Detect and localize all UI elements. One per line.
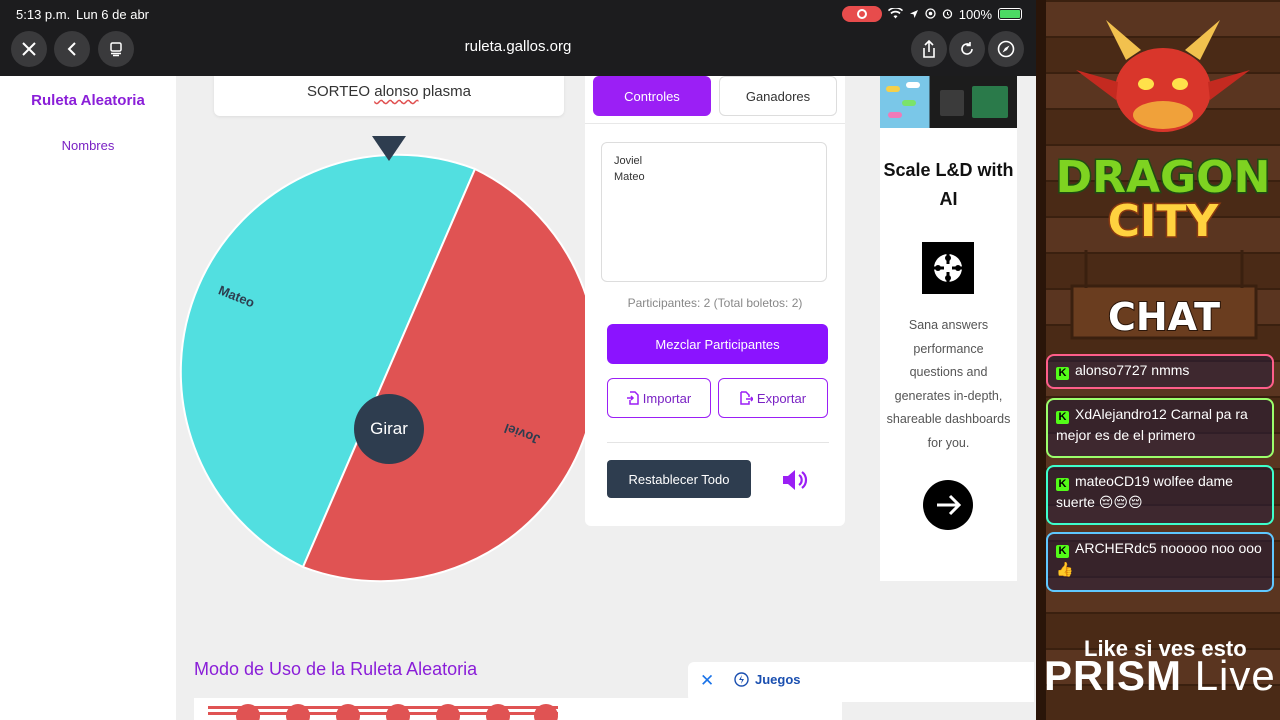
web-page: Ruleta Aleatoria Nombres SORTEO alonso p… bbox=[0, 76, 1036, 720]
sidebar-item-nombres[interactable]: Nombres bbox=[61, 138, 115, 153]
draw-title-word: alonso bbox=[374, 83, 419, 100]
live-text: Live bbox=[1194, 652, 1276, 699]
compass-button[interactable] bbox=[988, 31, 1024, 67]
draw-title-suffix: plasma bbox=[422, 83, 471, 100]
brand-link[interactable]: Ruleta Aleatoria bbox=[31, 92, 145, 109]
share-icon bbox=[923, 40, 935, 58]
draw-title[interactable]: SORTEO alonso plasma bbox=[214, 76, 564, 116]
import-label: Importar bbox=[642, 390, 692, 406]
prism-live-watermark: PRISM Live bbox=[1044, 652, 1276, 700]
arrow-right-icon bbox=[937, 494, 962, 516]
wheel-graphic: Mateo Joviel bbox=[179, 136, 599, 583]
kick-icon: K bbox=[1056, 545, 1069, 558]
chat-text: nmms bbox=[1151, 362, 1190, 378]
divider bbox=[585, 123, 845, 124]
ad-logo bbox=[922, 242, 974, 294]
chat-user: alonso7727 bbox=[1075, 362, 1148, 378]
wheel[interactable]: Mateo Joviel Girar bbox=[176, 136, 616, 596]
bottom-banner-ad[interactable]: ✕ Juegos bbox=[688, 662, 1034, 702]
wheel-segment-mateo bbox=[179, 153, 477, 569]
status-time: 5:13 p.m. bbox=[16, 7, 71, 22]
ad-title: Scale L&D with AI bbox=[883, 160, 1014, 209]
volume-icon[interactable] bbox=[781, 468, 811, 492]
draw-title-prefix: SORTEO bbox=[307, 83, 371, 100]
battery-icon bbox=[998, 8, 1022, 20]
export-button[interactable]: Exportar bbox=[718, 378, 828, 418]
controls-panel: Controles Ganadores Joviel Mateo Partici… bbox=[585, 76, 845, 526]
chat-text: Carnal pa ra mejor es de el primero bbox=[1056, 406, 1248, 443]
lightning-icon bbox=[734, 672, 749, 687]
games-link[interactable]: Juegos bbox=[734, 672, 801, 687]
kick-icon: K bbox=[1056, 367, 1069, 380]
browser-toolbar: ruleta.gallos.org bbox=[0, 28, 1036, 76]
sidebar: Ruleta Aleatoria Nombres bbox=[0, 76, 176, 720]
shuffle-button[interactable]: Mezclar Participantes bbox=[607, 324, 828, 364]
participant-name: Mateo bbox=[614, 171, 645, 183]
prism-text: PRISM bbox=[1044, 652, 1183, 699]
screen-recording-icon[interactable] bbox=[841, 6, 882, 22]
tabs-icon bbox=[110, 42, 122, 57]
chat-user: XdAlejandro12 bbox=[1075, 406, 1167, 422]
advertisement[interactable]: Scale L&D with AI Sana answers performan… bbox=[880, 76, 1017, 581]
participants-count: Participantes: 2 (Total boletos: 2) bbox=[627, 296, 803, 310]
reload-icon bbox=[961, 42, 973, 55]
close-icon bbox=[22, 42, 36, 56]
chat-message: K XdAlejandro12 Carnal pa ra mejor es de … bbox=[1046, 398, 1274, 458]
close-icon[interactable]: ✕ bbox=[700, 671, 715, 690]
wheel-pointer-icon bbox=[372, 136, 406, 161]
chat-message: K ARCHERdc5 nooooo noo ooo 👍 bbox=[1046, 532, 1274, 592]
chevron-left-icon bbox=[67, 42, 76, 56]
divider bbox=[607, 442, 829, 443]
close-tab-button[interactable] bbox=[11, 31, 47, 67]
section-title: Modo de Uso de la Ruleta Aleatoria bbox=[194, 659, 478, 679]
address-bar[interactable]: ruleta.gallos.org bbox=[464, 38, 572, 55]
location-icon bbox=[909, 7, 919, 22]
ipad-screen: 5:13 p.m. Lun 6 de abr 100% bbox=[0, 0, 1036, 720]
compass-icon bbox=[997, 40, 1015, 58]
tab-ganadores[interactable]: Ganadores bbox=[719, 76, 837, 116]
games-label: Juegos bbox=[755, 672, 801, 687]
ad-arrow-button[interactable] bbox=[923, 480, 973, 530]
status-bar: 5:13 p.m. Lun 6 de abr 100% bbox=[0, 0, 1036, 28]
alarm-icon bbox=[942, 7, 953, 22]
tabs-button[interactable] bbox=[98, 31, 134, 67]
participants-textarea[interactable]: Joviel Mateo bbox=[601, 142, 827, 282]
content-preview bbox=[194, 698, 842, 720]
tab-controles[interactable]: Controles bbox=[593, 76, 711, 116]
logo-line-1: DRAGON bbox=[1056, 152, 1271, 203]
ad-text: Sana answers performance questions and g… bbox=[886, 318, 1011, 450]
spin-button[interactable]: Girar bbox=[354, 394, 424, 464]
dragon-city-logo: DRAGON CITY CHAT bbox=[1054, 20, 1272, 340]
wifi-icon bbox=[887, 6, 903, 22]
kick-icon: K bbox=[1056, 478, 1069, 491]
share-button[interactable] bbox=[911, 31, 947, 67]
status-date: Lun 6 de abr bbox=[76, 7, 150, 22]
reset-button[interactable]: Restablecer Todo bbox=[607, 460, 751, 498]
reload-button[interactable] bbox=[949, 31, 985, 67]
status-icons: 100% bbox=[841, 6, 1022, 22]
chat-user: mateoCD19 bbox=[1075, 473, 1150, 489]
chat-user: ARCHERdc5 bbox=[1075, 540, 1157, 556]
import-icon bbox=[626, 391, 639, 405]
chat-sign-label: CHAT bbox=[1108, 295, 1220, 339]
export-label: Exportar bbox=[756, 390, 807, 406]
wheel-segment-joviel bbox=[301, 167, 599, 583]
chat-text: nooooo noo ooo 👍 bbox=[1056, 540, 1262, 577]
wheel-pattern-image bbox=[208, 704, 558, 720]
focus-icon bbox=[925, 7, 936, 22]
like-prompt: Like si ves esto bbox=[1084, 636, 1247, 661]
participant-name: Joviel bbox=[614, 155, 643, 167]
ad-image bbox=[880, 76, 1017, 128]
kick-icon: K bbox=[1056, 411, 1069, 424]
battery-percent: 100% bbox=[958, 6, 992, 22]
chat-text: wolfee dame suerte 😔😔😔 bbox=[1056, 473, 1233, 510]
import-button[interactable]: Importar bbox=[607, 378, 711, 418]
logo-line-2: CITY bbox=[1108, 196, 1220, 247]
export-icon bbox=[740, 391, 753, 405]
back-button[interactable] bbox=[54, 31, 90, 67]
